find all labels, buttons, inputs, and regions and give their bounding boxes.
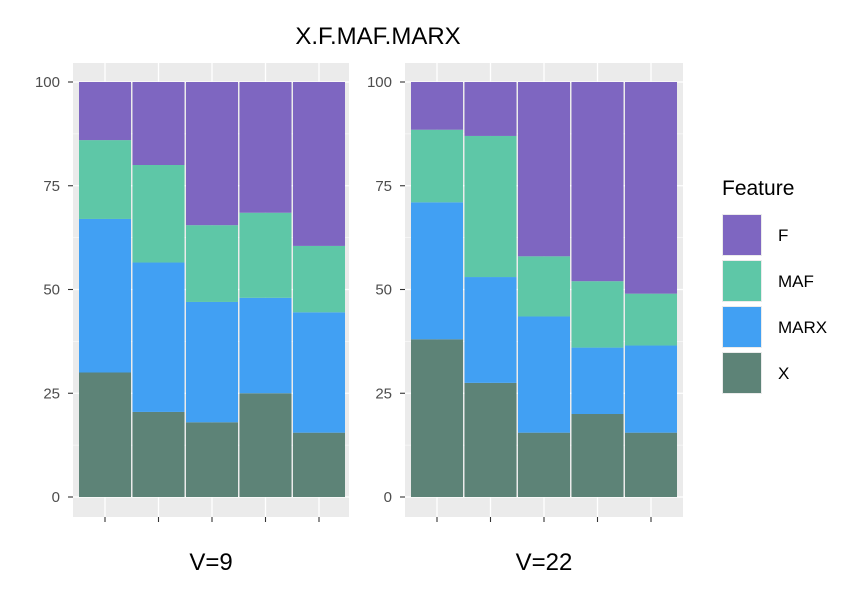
legend: Feature F MAF MARX X (722, 177, 827, 394)
bar-segment-maf (132, 165, 185, 263)
bar-segment-marx (132, 262, 185, 412)
bar-segment-x (186, 422, 238, 497)
legend-label: MARX (778, 318, 827, 337)
bar-segment-marx (464, 277, 517, 383)
y-tick-label: 0 (384, 489, 392, 506)
y-tick-label: 75 (43, 178, 60, 195)
bar-segment-maf (186, 225, 238, 302)
legend-title: Feature (722, 177, 794, 200)
y-tick-label: 0 (52, 489, 60, 506)
bar-segment-x (239, 393, 292, 497)
bar-segment-f (132, 82, 185, 165)
chart-title: X.F.MAF.MARX (295, 23, 460, 50)
y-tick-label: 25 (43, 385, 60, 402)
bar-segment-x (293, 432, 345, 497)
bar-segment-marx (571, 347, 624, 414)
bar-segment-f (186, 82, 238, 226)
bar-segment-marx (518, 316, 570, 433)
bar-segment-maf (239, 212, 292, 298)
bar-segment-maf (571, 281, 624, 348)
bar-segment-maf (79, 140, 131, 219)
bar-segment-f (411, 82, 463, 130)
bar-segment-maf (411, 129, 463, 203)
bar-segment-f (293, 82, 345, 246)
legend-label: MAF (778, 272, 814, 291)
bar-segment-maf (293, 245, 345, 313)
bar-segment-f (625, 82, 677, 294)
bar-segment-x (411, 339, 463, 497)
panel-label: V=22 (516, 549, 573, 576)
y-tick-label: 100 (35, 74, 60, 91)
legend-key-x (723, 353, 761, 393)
bar-segment-x (464, 382, 517, 497)
bar-segment-f (239, 82, 292, 213)
y-tick-label: 50 (43, 282, 60, 299)
bar-segment-maf (464, 135, 517, 278)
y-tick-label: 25 (375, 385, 392, 402)
y-tick-label: 50 (375, 282, 392, 299)
legend-key-f (723, 215, 761, 255)
bar-segment-maf (518, 256, 570, 317)
bar-segment-f (464, 82, 517, 136)
bar-segment-x (571, 414, 624, 497)
bar-segment-marx (239, 297, 292, 394)
bar-segment-x (79, 372, 131, 497)
panel-1: 0 25 50 75 100 V=9 (35, 63, 349, 576)
legend-label: F (778, 226, 788, 245)
legend-label: X (778, 364, 789, 383)
bar-segment-f (79, 82, 131, 141)
bar-segment-f (518, 82, 570, 257)
y-tick-label: 75 (375, 178, 392, 195)
legend-key-maf (723, 261, 761, 301)
bar-segment-f (571, 82, 624, 282)
legend-key-marx (723, 307, 761, 347)
bar-segment-marx (411, 202, 463, 340)
bar-segment-x (518, 432, 570, 497)
bar-segment-x (625, 432, 677, 497)
bar-segment-marx (186, 301, 238, 423)
panel-label: V=9 (189, 549, 232, 576)
panel-2: 0 25 50 75 100 V=22 (367, 63, 683, 576)
bar-segment-marx (293, 312, 345, 433)
panels: 0 25 50 75 100 V=9 0 25 50 75 100 V=22 (35, 63, 683, 576)
bar-segment-maf (625, 293, 677, 346)
bar-segment-x (132, 411, 185, 497)
bar-segment-marx (79, 218, 131, 373)
bar-segment-marx (625, 345, 677, 433)
y-tick-label: 100 (367, 74, 392, 91)
